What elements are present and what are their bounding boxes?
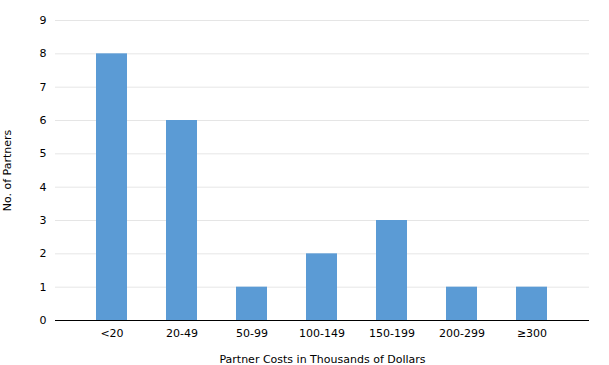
svg-text:1: 1	[40, 281, 47, 294]
svg-text:4: 4	[40, 181, 47, 194]
svg-text:No. of Partners: No. of Partners	[1, 129, 14, 211]
svg-text:100-149: 100-149	[299, 327, 345, 340]
svg-text:<20: <20	[100, 327, 123, 340]
svg-text:50-99: 50-99	[236, 327, 268, 340]
svg-text:150-199: 150-199	[369, 327, 415, 340]
svg-text:8: 8	[40, 47, 47, 60]
svg-text:Partner Costs in Thousands of: Partner Costs in Thousands of Dollars	[219, 353, 425, 365]
svg-text:2: 2	[40, 247, 47, 260]
svg-text:9: 9	[40, 14, 47, 27]
svg-text:6: 6	[40, 114, 47, 127]
svg-text:0: 0	[40, 314, 47, 327]
svg-text:5: 5	[40, 147, 47, 160]
svg-text:200-299: 200-299	[439, 327, 485, 340]
svg-text:≥300: ≥300	[517, 327, 547, 340]
svg-text:20-49: 20-49	[166, 327, 198, 340]
svg-text:3: 3	[40, 214, 47, 227]
svg-text:7: 7	[40, 81, 47, 94]
